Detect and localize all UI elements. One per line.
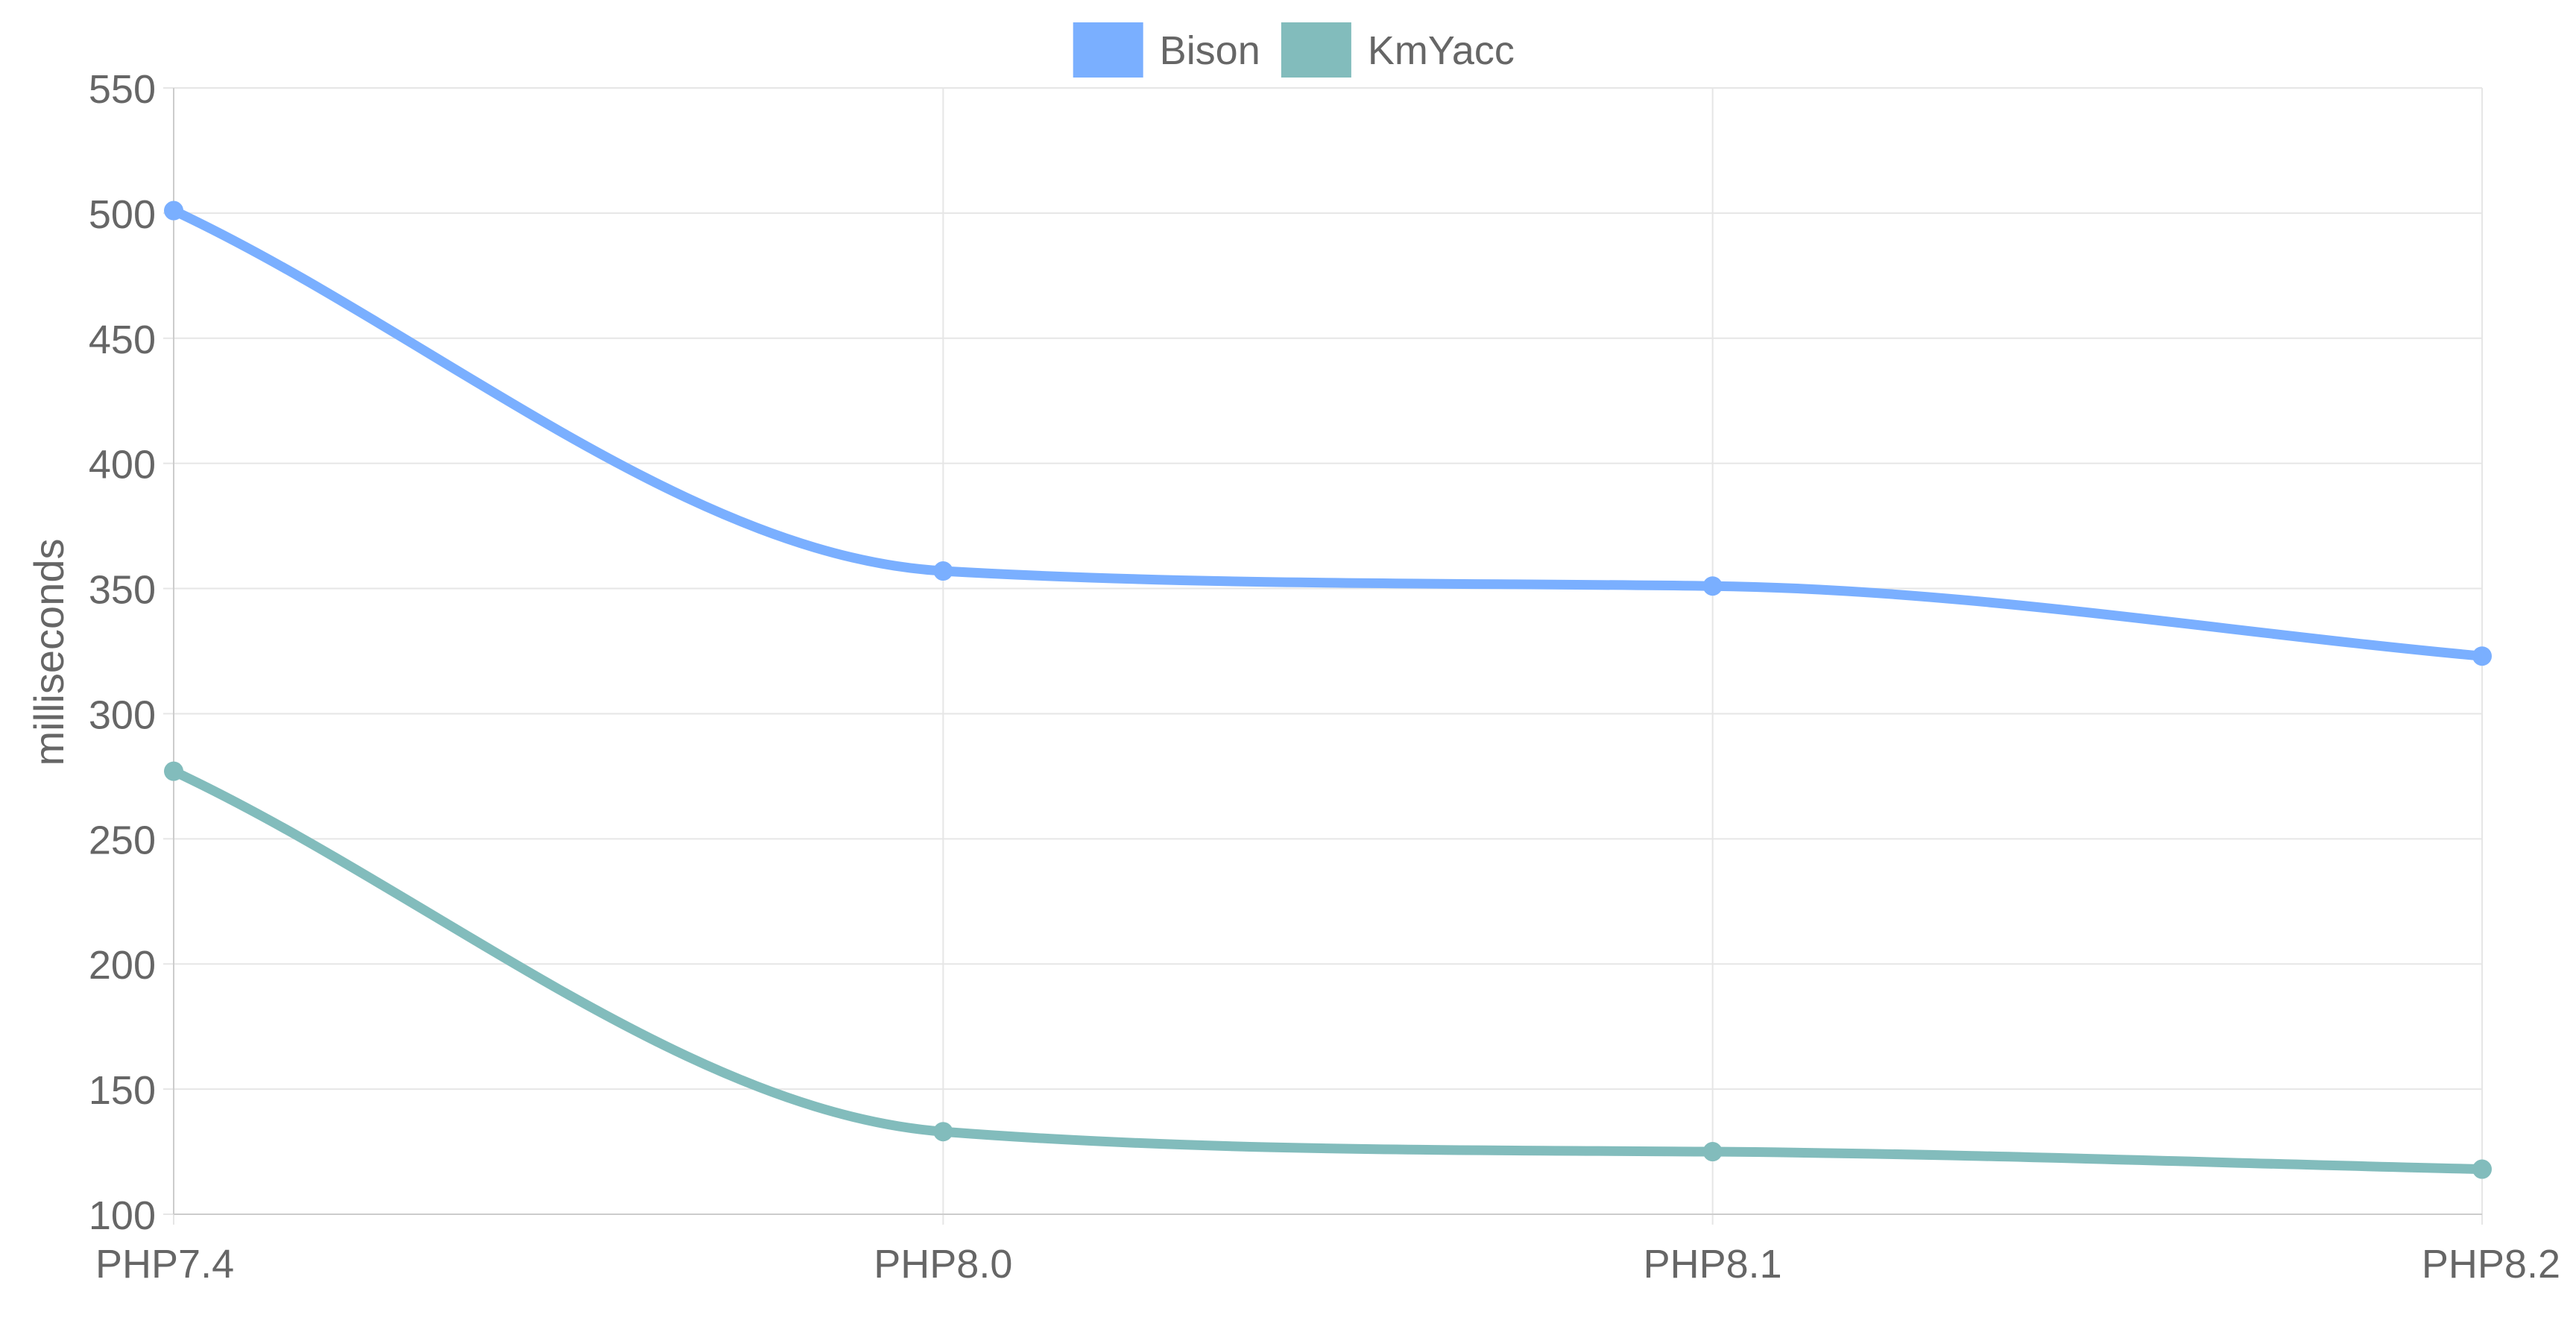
data-point-kmyacc	[2472, 1159, 2492, 1179]
data-point-kmyacc	[1702, 1142, 1723, 1162]
y-tick-label: 300	[89, 692, 156, 737]
axes: 100 150 200 250 300 350 400 450 500 550 PHP7.4 PHP8…	[89, 67, 2560, 1287]
y-axis-label: milliseconds	[25, 539, 72, 766]
y-tick-label: 100	[89, 1193, 156, 1238]
data-point-bison	[164, 201, 183, 221]
series-line-bison	[168, 206, 2487, 661]
x-tick-label: PHP8.1	[1644, 1242, 1782, 1287]
x-tick-label: PHP8.2	[2422, 1242, 2560, 1287]
y-tick-label: 250	[89, 818, 156, 862]
legend: Bison KmYacc	[1073, 22, 1515, 78]
legend-swatch-bison	[1073, 22, 1143, 78]
y-tick-label: 550	[89, 67, 156, 112]
data-point-bison	[933, 561, 953, 581]
data-point-kmyacc	[933, 1122, 953, 1142]
data-point-bison	[2472, 646, 2492, 666]
y-tick-label: 350	[89, 568, 156, 613]
x-tick-label: PHP8.0	[874, 1242, 1012, 1287]
series	[164, 201, 2492, 1179]
legend-swatch-kmyacc	[1281, 22, 1351, 78]
series-line-kmyacc	[168, 766, 2487, 1175]
y-tick-label: 200	[89, 943, 156, 988]
y-tick-label: 450	[89, 318, 156, 362]
legend-label-bison: Bison	[1160, 28, 1260, 73]
legend-label-kmyacc: KmYacc	[1368, 28, 1515, 73]
data-point-bison	[1702, 576, 1723, 596]
data-point-kmyacc	[164, 761, 183, 781]
y-tick-label: 150	[89, 1068, 156, 1113]
y-tick-label: 400	[89, 443, 156, 487]
y-tick-label: 500	[89, 192, 156, 237]
grid	[174, 87, 2483, 1214]
x-tick-label: PHP7.4	[95, 1242, 234, 1287]
